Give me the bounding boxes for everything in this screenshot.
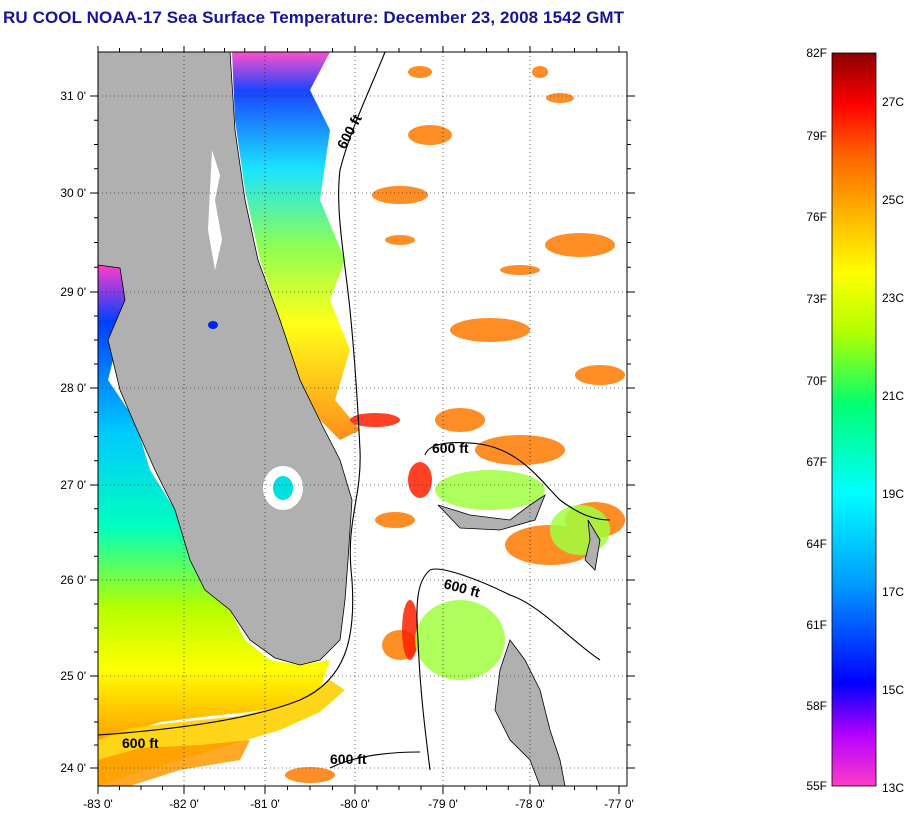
lon-tick-label: -78 0' [515, 797, 545, 811]
colorbar-f-label: 79F [806, 129, 827, 143]
contour-label: 600 ft [432, 440, 469, 456]
lat-tick-label: 31 0' [60, 89, 86, 103]
lat-tick-label: 28 0' [60, 381, 86, 395]
lat-tick-label: 24 0' [60, 761, 86, 775]
colorbar-fahrenheit-labels: 82F 79F 76F 73F 70F 67F 64F 61F 58F 55F [806, 46, 827, 793]
isobath-600ft [98, 52, 611, 771]
lon-tick-label: -81 0' [250, 797, 280, 811]
colorbar-celsius-labels: 27C 25C 23C 21C 19C 17C 15C 13C [882, 95, 904, 795]
page-title: RU COOL NOAA-17 Sea Surface Temperature:… [3, 8, 625, 27]
colorbar-f-label: 55F [806, 779, 827, 793]
colorbar-c-label: 15C [882, 683, 904, 697]
colorbar-f-label: 70F [806, 374, 827, 388]
lat-tick-label: 25 0' [60, 669, 86, 683]
lat-tick-label: 27 0' [60, 478, 86, 492]
colorbar-c-label: 19C [882, 487, 904, 501]
colorbar-f-label: 67F [806, 455, 827, 469]
lon-tick-label: -83 0' [83, 797, 113, 811]
abaco-land [584, 519, 601, 571]
colorbar-c-label: 17C [882, 585, 904, 599]
graticule [98, 52, 627, 786]
grand-bahama-land [437, 493, 546, 531]
florida-land [98, 52, 353, 666]
colorbar-c-label: 25C [882, 193, 904, 207]
colorbar-c-label: 21C [882, 389, 904, 403]
inland-water-north [208, 150, 222, 270]
lat-tick-label: 30 0' [60, 186, 86, 200]
colorbar-f-label: 76F [806, 210, 827, 224]
gulf-sst-field [98, 265, 330, 740]
contour-label: 600 ft [330, 751, 367, 767]
lon-tick-label: -77 0' [604, 797, 634, 811]
colorbar-f-label: 73F [806, 292, 827, 306]
longitude-axis: -83 0' -82 0' -81 0' -80 0' -79 0' -78 0' -77 … [83, 46, 634, 811]
lon-tick-label: -79 0' [428, 797, 458, 811]
colorbar [831, 52, 877, 787]
gulf-south-warm [98, 740, 250, 786]
colorbar-f-label: 61F [806, 618, 827, 632]
colorbar-f-label: 82F [806, 46, 827, 60]
latitude-axis: 31 0' 30 0' 29 0' 28 0' 27 0' 26 0' 25 0' 24 0' [60, 89, 635, 775]
colorbar-c-label: 23C [882, 291, 904, 305]
lon-tick-label: -80 0' [340, 797, 370, 811]
colorbar-c-label: 13C [882, 781, 904, 795]
colorbar-f-label: 64F [806, 537, 827, 551]
offshore-hot-patches [350, 413, 432, 660]
plot-frame [97, 51, 628, 787]
atlantic-nearshore-sst [232, 52, 360, 440]
lon-tick-label: -82 0' [169, 797, 199, 811]
contour-label: 600 ft [122, 735, 159, 751]
colorbar-c-label: 27C [882, 95, 904, 109]
lat-tick-label: 29 0' [60, 285, 86, 299]
lake-okeechobee-sst [273, 476, 293, 500]
lat-tick-label: 26 0' [60, 573, 86, 587]
colorbar-f-label: 58F [806, 699, 827, 713]
inland-lake [208, 321, 218, 329]
